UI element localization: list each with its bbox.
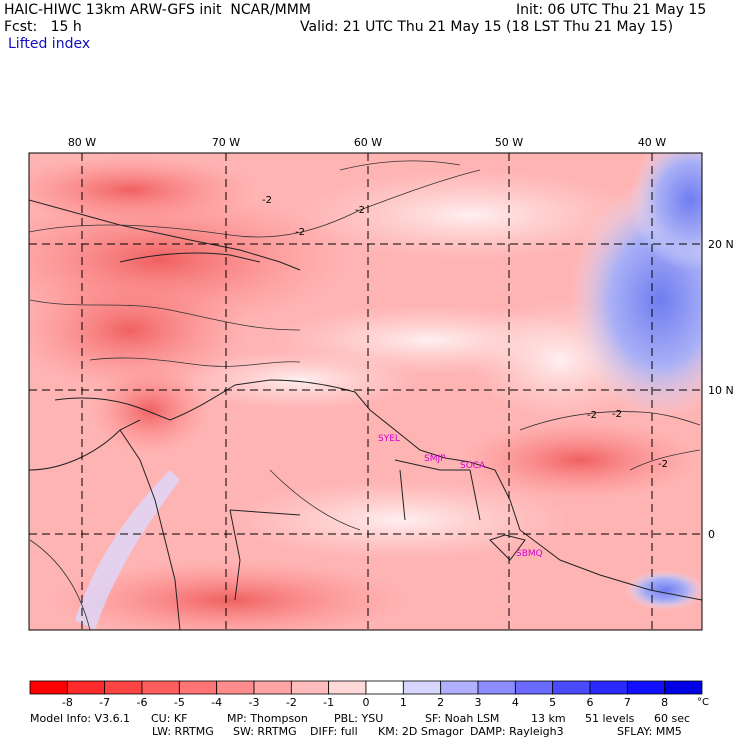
colorbar-tick-label: 6 [587,696,594,709]
colorbar-swatch [328,680,367,695]
footer-damp: DAMP: Rayleigh3 [470,725,564,738]
contour-label: -2 [295,227,305,238]
model-title: HAIC-HIWC 13km ARW-GFS init NCAR/MMM [4,2,311,18]
footer-lw: LW: RRTMG [152,725,214,738]
colorbar-labels: -8 -7 -6 -5 -4 -3 -2 -1 0 1 2 3 4 5 6 7 8 [62,696,668,709]
footer-sflay: SFLAY: MM5 [617,725,682,738]
colorbar-swatch [66,680,106,695]
lat-label: 10 N [708,384,734,397]
colorbar-tick-label: 0 [363,696,370,709]
lon-label: 80 W [68,136,96,149]
init-time: Init: 06 UTC Thu 21 May 15 [516,2,707,18]
colorbar-tick-label: -4 [211,696,222,709]
colorbar-tick-label: -2 [286,696,297,709]
colorbar-swatch [290,680,330,695]
colorbar-tick-label: 3 [475,696,482,709]
footer-cu: CU: KF [151,712,188,725]
station-label: SOCA [460,461,486,471]
valid-time: Valid: 21 UTC Thu 21 May 15 (18 LST Thu … [300,19,674,35]
colorbar-tick-label: 2 [437,696,444,709]
lat-label: 0 [708,528,715,541]
footer-resolution: 13 km [531,712,566,725]
colorbar-swatch [514,680,554,695]
footer-diff: DIFF: full [310,725,358,738]
colorbar-swatch [141,680,180,695]
lon-label: 50 W [495,136,523,149]
footer-mp: MP: Thompson [227,712,308,725]
lon-label: 70 W [212,136,240,149]
colorbar-swatch [29,680,68,695]
colorbar-swatch [365,680,404,695]
colorbar-tick-label: -8 [62,696,73,709]
colorbar-swatch [253,680,292,695]
footer-model-info: Model Info: V3.6.1 [30,712,131,725]
colorbar-tick-label: 8 [661,696,668,709]
contour-label: -2 [658,459,668,470]
contour-label: -2 [612,409,622,420]
colorbar [29,680,703,695]
colorbar-tick-label: 1 [400,696,407,709]
contour-label: -2 [262,195,272,206]
forecast-hour: Fcst: 15 h [4,19,82,35]
lon-label: 60 W [354,136,382,149]
colorbar-swatch [552,680,591,695]
footer-pbl: PBL: YSU [334,712,384,725]
colorbar-swatch [626,680,666,695]
station-label: SMJP [424,454,446,464]
footer-timestep: 60 sec [654,712,691,725]
colorbar-swatch [178,680,218,695]
contour-label: -2 [587,410,597,421]
lon-label: 40 W [638,136,666,149]
colorbar-unit: °C [697,697,709,708]
colorbar-tick-label: 4 [512,696,519,709]
colorbar-swatch [440,680,479,695]
lat-lon-grid [29,153,702,630]
colorbar-tick-label: -5 [174,696,185,709]
colorbar-swatch [104,680,143,695]
contour-label: -2 [355,205,365,216]
colorbar-tick-label: -3 [249,696,260,709]
colorbar-swatch [589,680,628,695]
colorbar-tick-label: -1 [323,696,334,709]
footer-levels: 51 levels [585,712,635,725]
footer-sw: SW: RRTMG [233,725,297,738]
footer-sf: SF: Noah LSM [425,712,500,725]
station-label: SBMQ [516,549,543,559]
colorbar-swatch [664,680,703,695]
footer-km: KM: 2D Smagor [378,725,464,738]
colorbar-tick-label: 7 [624,696,631,709]
colorbar-swatch [477,680,516,695]
colorbar-swatch [216,680,255,695]
colorbar-swatch [402,680,442,695]
station-label: SYEL [378,434,400,444]
colorbar-tick-label: 5 [549,696,556,709]
colorbar-tick-label: -7 [99,696,110,709]
field-name: Lifted index [8,36,91,52]
colorbar-tick-label: -6 [137,696,148,709]
shaded-field [29,153,702,630]
lat-label: 20 N [708,238,734,251]
